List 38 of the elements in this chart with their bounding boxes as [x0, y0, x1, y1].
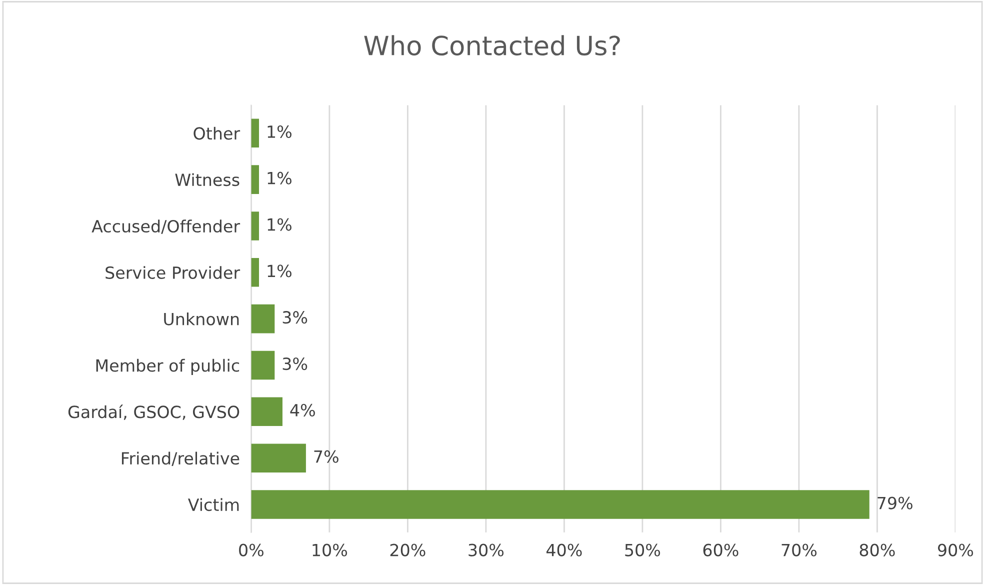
- bar: [251, 165, 259, 194]
- bar: [251, 258, 259, 287]
- data-label: 1%: [268, 172, 292, 184]
- data-label: 1%: [268, 125, 292, 138]
- y-tick-label: Other: [194, 126, 240, 140]
- y-tick-label: Witness: [175, 173, 240, 186]
- x-tick-label: 30%: [468, 544, 504, 556]
- data-label: 1%: [268, 218, 292, 231]
- x-tick-label: 60%: [703, 544, 738, 556]
- x-tick-label: 90%: [938, 544, 974, 556]
- y-tick-label: Member of public: [96, 358, 240, 376]
- x-tick-label: 10%: [312, 544, 348, 556]
- data-label: 3%: [282, 357, 308, 370]
- bar: [251, 490, 870, 519]
- data-label: 79%: [878, 496, 912, 510]
- x-tick-label: 70%: [782, 544, 817, 556]
- y-tick-label: Accused/Offender: [92, 220, 240, 234]
- bar: [251, 212, 259, 240]
- data-label: 4%: [290, 404, 315, 416]
- bar: [251, 350, 275, 380]
- y-tick-label: Victim: [188, 498, 239, 512]
- x-tick-label: 0%: [239, 544, 264, 556]
- data-label: 3%: [282, 311, 308, 324]
- y-tick-label: Unknown: [164, 312, 239, 326]
- x-tick-label: 40%: [546, 544, 582, 556]
- y-tick-label: Gardaí, GSOC, GVSO: [68, 404, 240, 420]
- x-tick-label: 80%: [860, 544, 895, 556]
- bar: [251, 304, 275, 334]
- y-tick-label: Friend/relative: [122, 452, 240, 466]
- data-label: 1%: [268, 264, 292, 278]
- data-label: 7%: [314, 450, 338, 463]
- x-tick-label: 20%: [390, 544, 426, 556]
- bar: [251, 444, 306, 472]
- bar: [251, 118, 259, 148]
- x-tick-label: 50%: [625, 544, 660, 556]
- y-tick-label: Service Provider: [106, 266, 240, 279]
- bar: [251, 397, 282, 426]
- chart-title: Who Contacted Us?: [364, 35, 620, 56]
